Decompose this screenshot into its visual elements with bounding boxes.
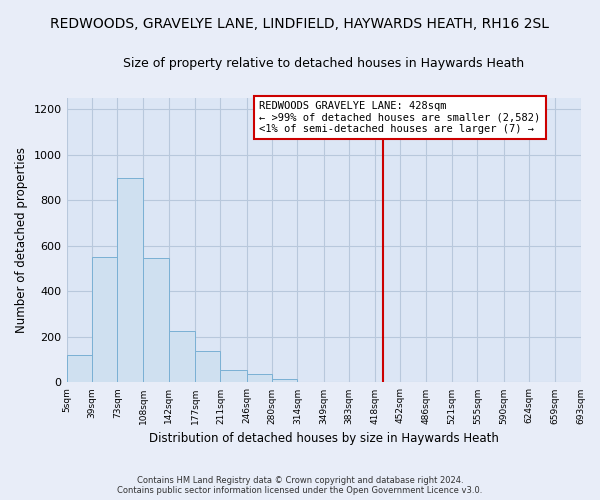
Bar (195, 350, 220, 382)
Text: REDWOODS, GRAVELYE LANE, LINDFIELD, HAYWARDS HEATH, RH16 2SL: REDWOODS, GRAVELYE LANE, LINDFIELD, HAYW… (50, 18, 550, 32)
Text: REDWOODS GRAVELYE LANE: 428sqm
← >99% of detached houses are smaller (2,582)
<1%: REDWOODS GRAVELYE LANE: 428sqm ← >99% of… (259, 101, 541, 134)
Bar (247, 374, 272, 382)
X-axis label: Distribution of detached houses by size in Haywards Heath: Distribution of detached houses by size … (149, 432, 499, 445)
Bar (67, 355, 92, 382)
Bar (143, 258, 169, 382)
Bar (118, 178, 143, 382)
Bar (220, 370, 247, 382)
Y-axis label: Number of detached properties: Number of detached properties (15, 147, 28, 333)
Bar (169, 331, 195, 382)
Text: Contains HM Land Registry data © Crown copyright and database right 2024.
Contai: Contains HM Land Registry data © Crown c… (118, 476, 482, 495)
Bar (272, 379, 298, 382)
Bar (92, 258, 118, 382)
Title: Size of property relative to detached houses in Haywards Heath: Size of property relative to detached ho… (123, 58, 524, 70)
